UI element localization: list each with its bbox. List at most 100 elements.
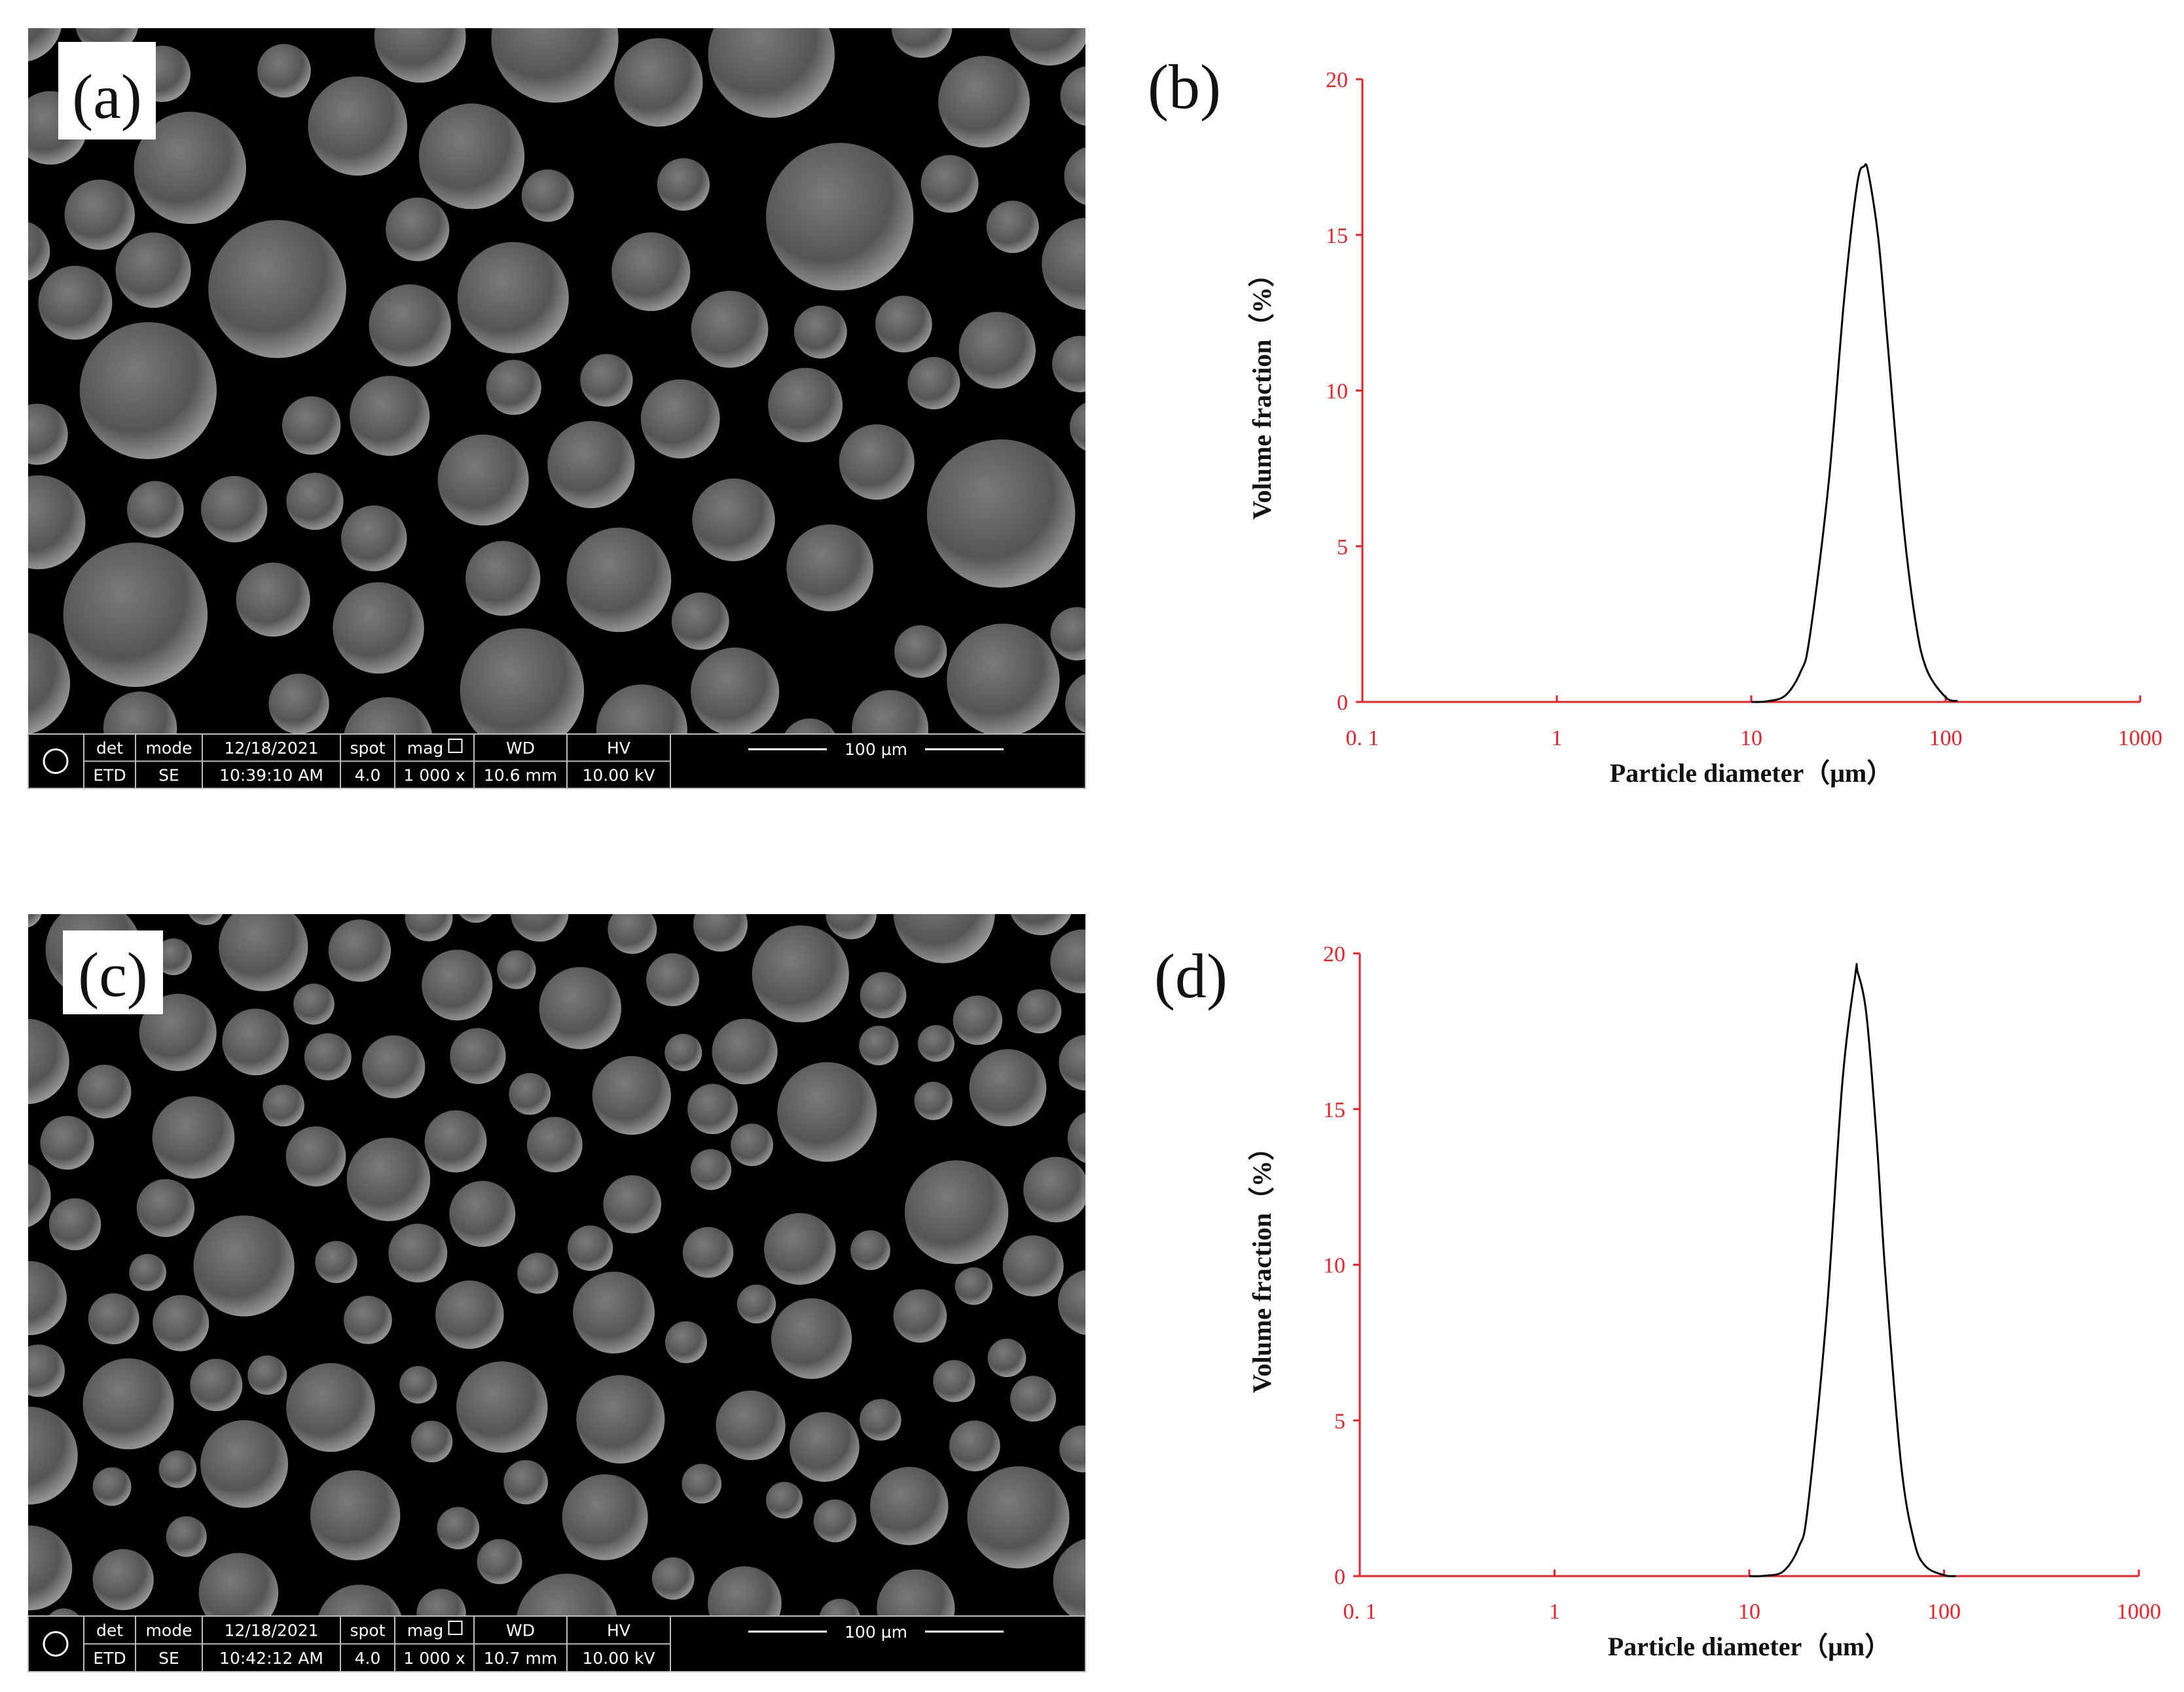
particle [671, 592, 729, 650]
particle [526, 1116, 583, 1173]
particle [573, 1272, 655, 1354]
particle [839, 424, 915, 500]
particle [539, 966, 621, 1050]
info-value: SE [158, 765, 179, 784]
particle [1009, 28, 1085, 66]
particle [236, 562, 310, 637]
particle [547, 420, 635, 509]
particle [28, 221, 50, 281]
info-value: 10.7 mm [484, 1649, 557, 1668]
particle [752, 925, 849, 1023]
particle [614, 38, 703, 127]
particle [460, 628, 585, 734]
mag-box [448, 1621, 463, 1635]
particle [692, 478, 775, 562]
particle [465, 541, 541, 616]
particle [28, 28, 62, 62]
info-value: ETD [93, 765, 126, 784]
particle [318, 1585, 402, 1616]
x-tick-label: 1 [1549, 1600, 1560, 1624]
particle [859, 1025, 899, 1065]
particle [826, 914, 877, 940]
particle [285, 1126, 346, 1186]
particle [953, 995, 1002, 1045]
info-value: 10.00 kV [582, 765, 655, 784]
particle [362, 1035, 426, 1099]
particle [986, 200, 1039, 253]
info-value: 1 000 x [403, 765, 465, 784]
particle [1067, 1112, 1085, 1164]
particle [766, 143, 914, 291]
particle [763, 1213, 836, 1285]
particle [28, 633, 71, 734]
particle [127, 481, 184, 538]
info-value: 10:39:10 AM [219, 765, 323, 784]
particle [1052, 335, 1085, 392]
particle [687, 1084, 738, 1135]
particle [405, 914, 453, 942]
y-tick-label: 10 [1326, 380, 1348, 404]
particle [933, 1360, 975, 1403]
particle [682, 1463, 721, 1504]
mag-box [448, 739, 463, 753]
particle [28, 1344, 65, 1397]
particle [516, 1573, 617, 1616]
x-tick-label: 10 [1740, 726, 1762, 750]
particle [310, 1470, 401, 1560]
particle [693, 914, 748, 952]
particle [437, 434, 529, 526]
particle [28, 475, 86, 570]
particle [129, 1253, 166, 1291]
particle [92, 1467, 132, 1506]
particle [766, 1482, 803, 1519]
particle [28, 1407, 78, 1505]
particle [926, 439, 1076, 588]
particle [457, 242, 569, 354]
info-value: 1 000 x [403, 1649, 465, 1668]
sem-image: (a) det ETD mode SE 12/18/2021 10:39:10 AM spot… [27, 28, 1086, 789]
data-line [1751, 163, 1958, 703]
particle [28, 1164, 51, 1228]
particle [28, 1018, 69, 1105]
particle [115, 232, 191, 308]
particle [328, 919, 391, 982]
particle [657, 158, 710, 211]
particle [1059, 1425, 1085, 1473]
particle [28, 403, 68, 465]
particle [947, 623, 1060, 734]
scale-bar-label: 100 µm [845, 740, 907, 759]
particle [664, 1321, 707, 1363]
y-tick-label: 15 [1323, 1098, 1345, 1122]
particle [712, 1018, 778, 1084]
particle [193, 1215, 295, 1317]
info-value: 10.6 mm [484, 765, 557, 784]
panel-label: (a) [72, 62, 142, 132]
particle [893, 914, 995, 963]
detector-icon [43, 748, 69, 774]
particle [1070, 402, 1085, 451]
particle [189, 914, 223, 925]
particle [263, 1084, 304, 1127]
y-tick-label: 5 [1337, 535, 1348, 559]
particle [308, 76, 407, 176]
particle [1060, 66, 1085, 126]
particle [48, 1608, 79, 1616]
particle [517, 1253, 558, 1294]
sem-image: (c) det ETD mode SE 12/18/2021 10:42:12 AM spot… [27, 914, 1086, 1672]
particle [350, 376, 430, 456]
y-tick-label: 20 [1323, 942, 1345, 966]
particle [580, 354, 633, 407]
particle [158, 1450, 197, 1488]
particle [200, 475, 268, 543]
particle [768, 367, 843, 443]
x-tick-label: 1 [1552, 726, 1563, 750]
particle [690, 1149, 732, 1190]
particle [651, 1557, 695, 1600]
x-tick-label: 0. 1 [1343, 1600, 1377, 1624]
particle [708, 28, 835, 118]
particle [877, 1569, 955, 1616]
particle [247, 1355, 287, 1395]
particle [486, 359, 541, 415]
particle [190, 1359, 243, 1412]
info-header: det [96, 739, 123, 758]
